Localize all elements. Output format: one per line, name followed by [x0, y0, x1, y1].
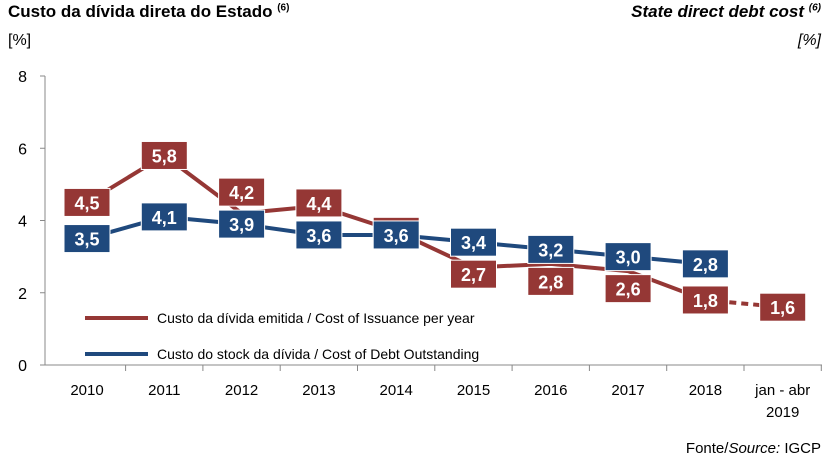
legend-label: Custo da dívida emitida / Cost of Issuan…: [157, 310, 475, 326]
legend-label: Custo do stock da dívida / Cost of Debt …: [157, 346, 479, 362]
x-tick-label: 2014: [380, 382, 413, 399]
data-point: [450, 259, 497, 289]
data-point: [450, 227, 497, 257]
x-tick-label: jan - abr: [754, 382, 810, 399]
y-tick-label: 0: [18, 358, 27, 375]
x-tick-label: 2015: [457, 382, 490, 399]
data-label: 2,8: [538, 272, 563, 292]
data-label: 5,8: [152, 146, 177, 166]
data-label: 3,5: [74, 230, 99, 250]
x-tick-label: 2012: [225, 382, 258, 399]
data-label: 3,6: [384, 226, 409, 246]
unit-label-pt: [%]: [8, 32, 32, 49]
x-tick-label: 2018: [689, 382, 722, 399]
x-tick-label: 2011: [148, 382, 180, 399]
data-label: 4,5: [74, 193, 99, 213]
data-point: [218, 209, 266, 239]
data-label: 2,8: [693, 255, 718, 275]
data-point: [295, 220, 343, 250]
y-tick-label: 8: [18, 69, 27, 86]
data-label: 2,6: [616, 280, 641, 300]
data-point: [63, 187, 111, 217]
data-point: [527, 234, 575, 264]
data-label: 1,8: [693, 291, 718, 311]
y-tick-label: 6: [18, 141, 27, 158]
data-point: [604, 242, 652, 272]
data-label: 3,0: [616, 248, 641, 268]
x-tick-label: 2019: [766, 404, 799, 421]
unit-label-en: [%]: [797, 32, 821, 49]
data-point: [140, 140, 188, 170]
data-label: 4,1: [152, 208, 177, 228]
data-point: [681, 249, 729, 279]
data-label: 3,4: [461, 233, 486, 253]
data-point: [759, 292, 807, 322]
chart-title-en: State direct debt cost (6): [631, 2, 821, 21]
data-label: 3,2: [538, 240, 563, 260]
data-label: 4,2: [229, 183, 254, 203]
y-tick-label: 4: [18, 214, 27, 231]
x-tick-label: 2016: [534, 382, 567, 399]
y-tick-label: 2: [18, 286, 27, 303]
data-point: [527, 266, 575, 296]
data-label: 2,7: [461, 265, 486, 285]
data-point: [295, 188, 343, 218]
chart-title-pt: Custo da dívida direta do Estado (6): [8, 2, 290, 21]
data-point: [63, 224, 111, 254]
data-label: 3,9: [229, 215, 254, 235]
x-tick-label: 2017: [611, 382, 644, 399]
source-note: Fonte/Source: IGCP: [685, 440, 821, 457]
data-label: 4,4: [306, 194, 331, 214]
data-label: 3,6: [306, 226, 331, 246]
data-point: [604, 274, 652, 304]
data-label: 1,6: [770, 298, 795, 318]
data-point: [218, 177, 266, 207]
x-tick-label: 2010: [70, 382, 103, 399]
x-tick-label: 2013: [302, 382, 335, 399]
data-point: [372, 220, 420, 250]
data-point: [140, 202, 188, 232]
data-point: [681, 285, 729, 315]
